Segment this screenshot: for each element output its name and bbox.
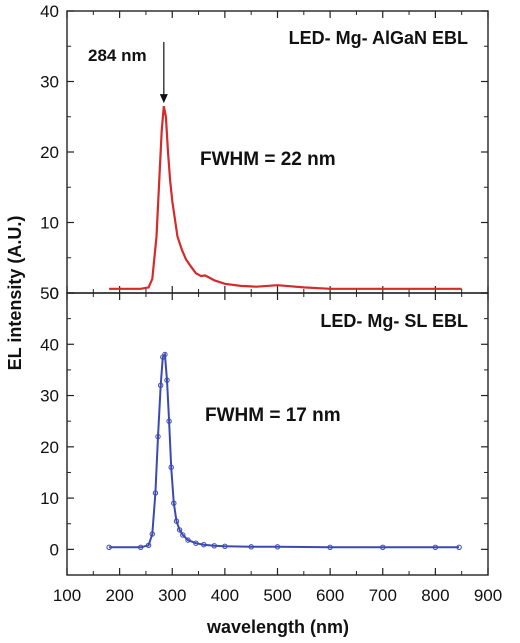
data-point-bottom <box>173 518 180 524</box>
series-line-bottom <box>109 351 460 549</box>
peak-annotation-label: 284 nm <box>88 46 147 65</box>
data-point-bottom <box>380 544 386 550</box>
data-point-bottom <box>222 543 228 549</box>
data-point-bottom <box>164 377 170 383</box>
x-tick-label-700: 700 <box>369 586 397 605</box>
data-point-bottom <box>138 544 144 550</box>
data-point-bottom <box>106 544 112 550</box>
ticks-bottom <box>66 292 489 576</box>
y-tick-label-bottom-30: 30 <box>40 387 59 406</box>
y-tick-label-bottom-0: 0 <box>50 540 59 559</box>
data-point-bottom <box>211 543 218 549</box>
panel-title-top: LED- Mg- AlGaN EBL <box>289 28 468 48</box>
data-point-bottom <box>180 532 186 538</box>
panel-top: 0 10 20 30 40 LED- Mg- AlGaN EBL 284 nm FWHM… <box>40 2 489 303</box>
peak-arrow-head <box>159 94 168 104</box>
y-tick-label-top-0: 0 <box>50 284 59 303</box>
x-tick-label-400: 400 <box>211 586 239 605</box>
x-tick-label-300: 300 <box>158 586 186 605</box>
plot-frame-bottom <box>66 292 489 576</box>
x-tick-label-100: 100 <box>53 586 81 605</box>
x-tick-label-600: 600 <box>316 586 344 605</box>
data-point-bottom <box>171 500 177 506</box>
series-line-top <box>109 105 462 290</box>
data-point-bottom <box>168 464 174 470</box>
data-point-bottom <box>193 540 199 546</box>
y-tick-label-bottom-10: 10 <box>40 489 59 508</box>
y-tick-label-bottom-50: 50 <box>40 284 59 303</box>
y-tick-label-top-10: 10 <box>40 214 59 233</box>
x-tick-label-500: 500 <box>263 586 291 605</box>
x-tick-label-200: 200 <box>105 586 133 605</box>
y-tick-label-top-30: 30 <box>40 73 59 92</box>
y-tick-label-top-40: 40 <box>40 2 59 21</box>
x-tick-label-800: 800 <box>421 586 449 605</box>
series-markers-bottom <box>106 351 462 550</box>
data-point-bottom <box>248 544 254 550</box>
x-tick-labels: 100 200 300 400 500 600 700 800 900 <box>53 586 502 605</box>
data-point-bottom <box>185 537 191 543</box>
x-axis-title: wavelength (nm) <box>206 617 349 637</box>
data-point-bottom <box>158 382 164 388</box>
y-tick-label-bottom-40: 40 <box>40 335 59 354</box>
fwhm-annotation-bottom: FWHM = 17 nm <box>205 405 341 426</box>
data-point-bottom <box>166 418 172 424</box>
data-point-bottom <box>432 544 439 550</box>
data-point-bottom <box>176 527 183 533</box>
y-tick-label-top-20: 20 <box>40 143 59 162</box>
y-tick-labels-top: 0 10 20 30 40 <box>40 2 59 303</box>
data-point-bottom <box>149 531 156 537</box>
y-tick-labels-bottom: 0 10 20 30 40 50 <box>40 284 59 559</box>
panel-title-bottom: LED- Mg- SL EBL <box>320 311 468 331</box>
data-point-bottom <box>274 544 281 550</box>
y-tick-label-bottom-20: 20 <box>40 438 59 457</box>
data-point-bottom <box>327 544 333 550</box>
data-point-bottom <box>456 544 462 550</box>
data-point-bottom <box>162 351 168 358</box>
data-point-bottom <box>201 542 207 548</box>
fwhm-annotation-top: FWHM = 22 nm <box>200 149 336 170</box>
x-tick-label-900: 900 <box>474 586 502 605</box>
data-point-bottom <box>152 490 159 496</box>
data-point-bottom <box>155 433 161 440</box>
y-axis-title: EL intensity (A.U.) <box>5 216 25 371</box>
data-point-bottom <box>145 542 152 548</box>
